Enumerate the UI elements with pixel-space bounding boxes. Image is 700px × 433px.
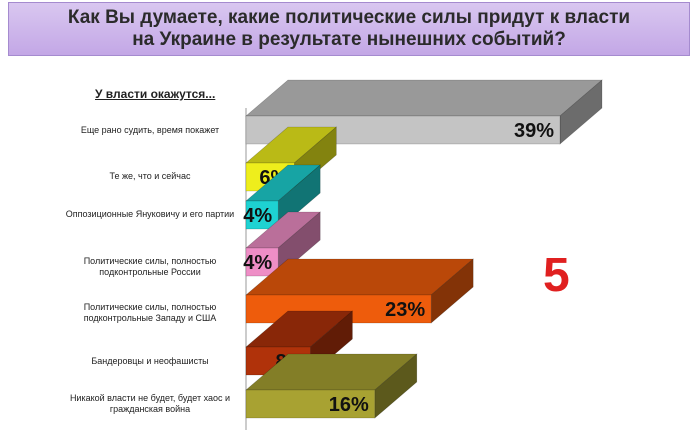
category-label: Политические силы, полностью подконтроль… [83,256,217,277]
category-label: Бандеровцы и неофашисты [91,356,209,366]
chart-title-banner: Как Вы думаете, какие политические силы … [8,2,690,56]
bar-value-label: 4% [243,205,272,227]
bar-top-face [245,79,603,117]
bar-value-label: 4% [243,252,272,274]
bar-value-label: 16% [329,394,369,416]
chart-title: Как Вы думаете, какие политические силы … [67,7,631,50]
bar-front-face [245,200,279,230]
bar: 16% [245,353,418,419]
category-label: Оппозиционные Януковичу и его партии [65,209,235,219]
bar-front-face [245,389,376,419]
bar-side-face [374,353,418,419]
category-label: Никакой власти не будет, будет хаос и гр… [69,393,231,414]
bar-front-face [245,247,279,277]
category-label: Еще рано судить, время покажет [80,125,220,135]
slide-number-annotation: 5 [543,249,570,302]
bar-value-label: 23% [385,299,425,321]
chart-subtitle: У власти окажутся... [95,87,216,101]
bar: 23% [245,258,474,324]
category-label: Те же, что и сейчас [109,171,191,181]
category-label: Политические силы, полностью подконтроль… [83,302,217,323]
bar-value-label: 39% [514,120,554,142]
